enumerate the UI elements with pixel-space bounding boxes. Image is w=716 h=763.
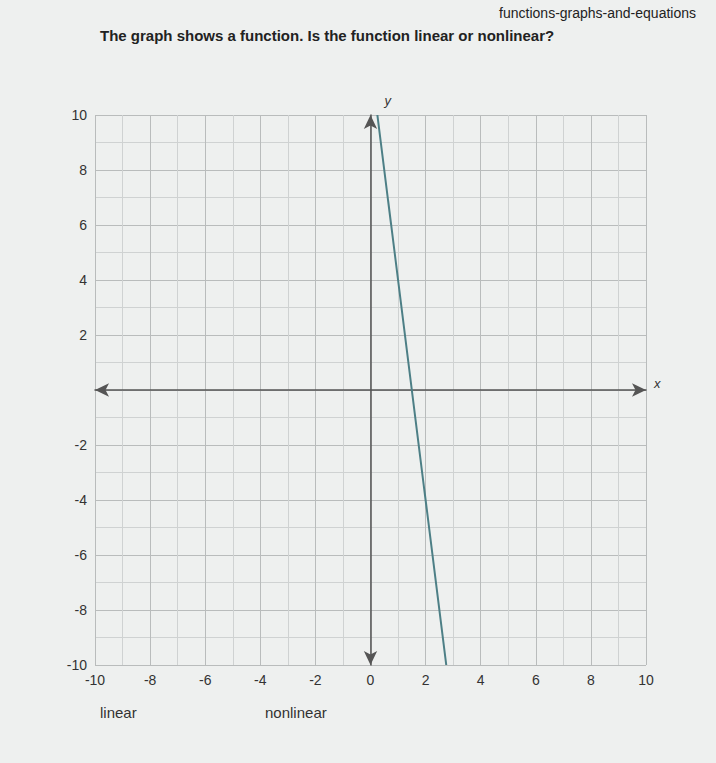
svg-text:-10: -10	[85, 672, 105, 688]
svg-text:10: 10	[71, 107, 87, 123]
svg-text:-8: -8	[144, 672, 157, 688]
svg-text:2: 2	[79, 327, 87, 343]
svg-text:0: 0	[367, 672, 375, 688]
svg-text:nonlinear: nonlinear	[265, 704, 327, 721]
svg-text:4: 4	[477, 672, 485, 688]
svg-text:4: 4	[79, 272, 87, 288]
svg-text:-2: -2	[309, 672, 322, 688]
svg-text:10: 10	[638, 672, 654, 688]
svg-text:y: y	[384, 93, 393, 108]
svg-text:The graph shows a function. Is: The graph shows a function. Is the funct…	[100, 27, 554, 44]
svg-text:-6: -6	[75, 547, 88, 563]
svg-text:8: 8	[79, 162, 87, 178]
svg-text:6: 6	[532, 672, 540, 688]
svg-text:8: 8	[587, 672, 595, 688]
svg-text:x: x	[653, 376, 661, 391]
svg-text:linear: linear	[100, 704, 137, 721]
svg-text:-6: -6	[199, 672, 212, 688]
svg-text:-2: -2	[75, 437, 88, 453]
svg-text:2: 2	[422, 672, 430, 688]
svg-text:-10: -10	[67, 657, 87, 673]
svg-text:-4: -4	[254, 672, 267, 688]
svg-text:functions-graphs-and-equations: functions-graphs-and-equations	[499, 5, 696, 21]
svg-text:-4: -4	[75, 492, 88, 508]
svg-text:-8: -8	[75, 602, 88, 618]
svg-text:6: 6	[79, 217, 87, 233]
